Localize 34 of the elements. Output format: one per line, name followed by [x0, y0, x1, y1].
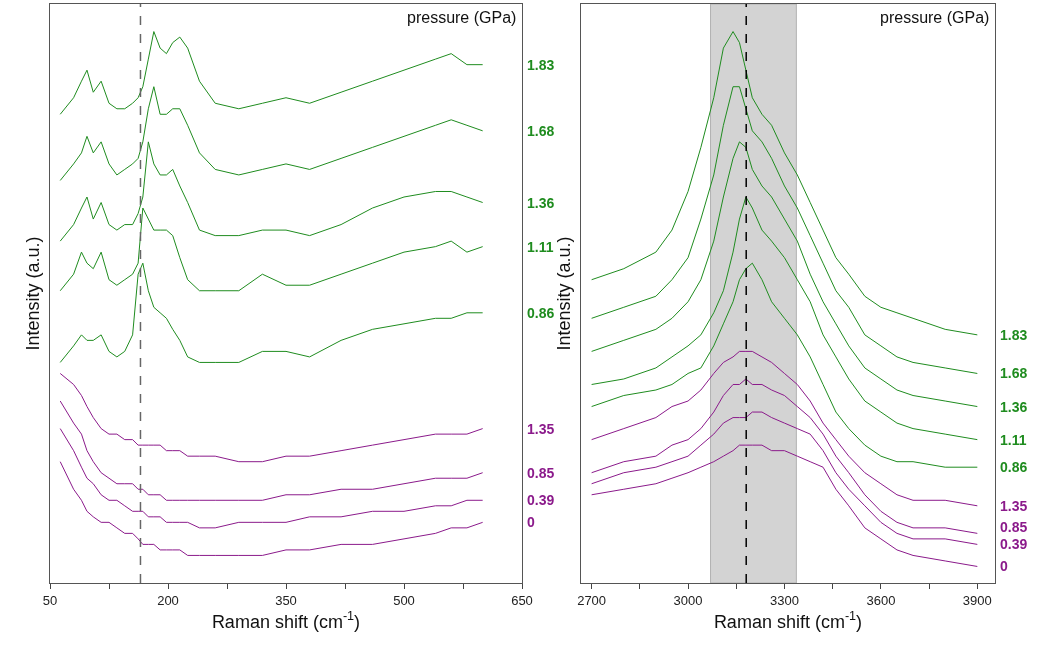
- text: 1.11: [527, 239, 554, 255]
- series-label: 0.39: [1000, 536, 1028, 552]
- series-label: 0: [1000, 558, 1008, 574]
- x-tick-label: 200: [157, 592, 179, 608]
- x-axis-title: Raman shift (cm$^{-1}$): [211, 609, 361, 632]
- legend-title: pressure (GPa): [880, 9, 990, 26]
- x-axis-title: Raman shift (cm$^{-1}$): [713, 609, 863, 632]
- text: 0.39: [527, 492, 555, 508]
- y-axis-title: Intensity (a.u.): [554, 236, 575, 351]
- series-label: 1.68: [1000, 365, 1028, 381]
- x-tick-label: 650: [511, 592, 533, 608]
- series-label: 1.36: [1000, 399, 1028, 415]
- x-tick-label: 50: [42, 592, 58, 608]
- text: 1.68: [527, 123, 555, 139]
- series-label: 1.83: [1000, 327, 1028, 343]
- series-label: 1.35: [1000, 498, 1028, 514]
- legend-title: pressure (GPa): [407, 9, 517, 26]
- x-tick-label: 3000: [673, 592, 703, 608]
- x-tick-label: 2700: [577, 592, 607, 608]
- text: 1.83: [527, 57, 555, 73]
- text: 1.35: [527, 421, 555, 437]
- series-label: 0.85: [1000, 519, 1028, 535]
- x-tick-label: 500: [393, 592, 415, 608]
- y-axis-title: Intensity (a.u.): [23, 236, 44, 351]
- text: 1.36: [527, 195, 555, 211]
- x-tick-label: 3300: [770, 592, 799, 608]
- text: 0: [527, 514, 535, 530]
- x-tick-label: 350: [275, 592, 297, 608]
- series-label: 0.86: [1000, 459, 1028, 475]
- series-label: 1.11: [1000, 432, 1027, 448]
- x-tick-label: 3600: [866, 592, 896, 608]
- text: 0.85: [527, 465, 555, 481]
- x-tick-label: 3900: [962, 592, 992, 608]
- text: 0.86: [527, 305, 555, 321]
